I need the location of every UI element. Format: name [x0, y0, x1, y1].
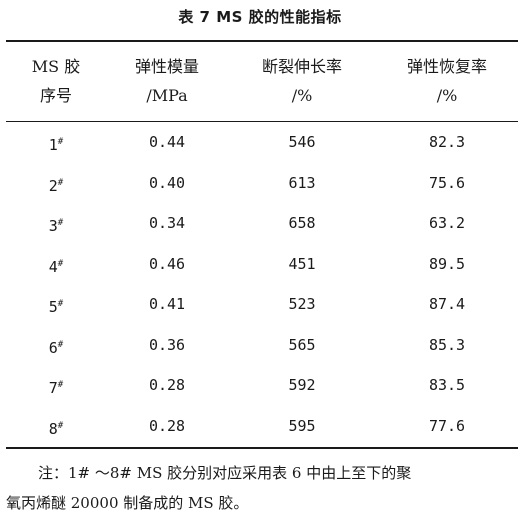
ms-id-mark: #: [57, 177, 64, 188]
header-ms-id: MS 胶 序号: [6, 52, 106, 110]
table-row: 6# 0.36 565 85.3: [6, 325, 518, 365]
cell-modulus: 0.28: [148, 376, 186, 394]
table-caption: 表 7 MS 胶的性能指标: [178, 8, 342, 26]
cell-elongation: 565: [288, 335, 316, 354]
table-row: 3# 0.34 658 63.2: [6, 203, 518, 243]
cell-ms-id: 7#: [6, 365, 106, 408]
cell-elongation: 658: [288, 214, 316, 232]
cell-recovery: 85.3: [428, 335, 466, 354]
table-row: 4# 0.46 451 89.5: [6, 244, 518, 284]
ms-id-mark: #: [57, 420, 64, 431]
header-elongation: 断裂伸长率 /%: [228, 52, 376, 110]
ms-id-mark: #: [57, 380, 64, 390]
cell-recovery: 63.2: [428, 214, 466, 232]
cell-elongation: 451: [288, 254, 316, 273]
ms-id-number: 4: [48, 257, 58, 276]
header-modulus-line2: /MPa: [146, 86, 188, 105]
cell-ms-id: 8#: [6, 406, 106, 449]
bottom-rule: [6, 447, 518, 449]
ms-id-number: 1: [48, 136, 58, 154]
ms-id-mark: #: [57, 299, 64, 309]
cell-recovery: 89.5: [428, 254, 466, 273]
cell-recovery: 77.6: [428, 416, 466, 435]
cell-ms-id: 6#: [6, 325, 106, 368]
table-row: 1# 0.44 546 82.3: [6, 122, 518, 162]
header-ms-id-line2: 序号: [39, 86, 72, 105]
cell-modulus: 0.28: [148, 416, 186, 435]
ms-id-number: 2: [48, 176, 58, 195]
cell-recovery: 83.5: [428, 376, 466, 394]
cell-recovery: 82.3: [428, 133, 466, 151]
cell-modulus: 0.46: [148, 254, 186, 273]
note-line-1: 注：1# ～8# MS 胶分别对应采用表 6 中由上至下的聚: [38, 464, 412, 482]
table-row: 8# 0.28 595 77.6: [6, 406, 518, 446]
note-line-2: 氧丙烯醚 20000 制备成的 MS 胶。: [6, 494, 249, 512]
ms-id-mark: #: [57, 218, 64, 228]
table-note: 注：1# ～8# MS 胶分别对应采用表 6 中由上至下的聚 氧丙烯醚 2000…: [6, 458, 518, 518]
cell-modulus: 0.41: [148, 295, 186, 313]
cell-modulus: 0.40: [148, 173, 186, 192]
cell-elongation: 546: [288, 133, 316, 151]
ms-id-mark: #: [57, 258, 64, 269]
cell-ms-id: 2#: [6, 163, 106, 206]
ms-id-number: 6: [48, 338, 58, 357]
table-row: 5# 0.41 523 87.4: [6, 284, 518, 324]
table-row: 2# 0.40 613 75.6: [6, 163, 518, 203]
ms-id-mark: #: [57, 137, 64, 147]
header-elongation-line2: /%: [291, 86, 313, 105]
header-recovery-line1: 弹性恢复率: [406, 57, 487, 76]
cell-elongation: 592: [288, 376, 316, 394]
header-recovery-line2: /%: [436, 86, 458, 105]
header-elongation-line1: 断裂伸长率: [261, 57, 342, 76]
cell-modulus: 0.44: [148, 133, 186, 151]
table-row: 7# 0.28 592 83.5: [6, 365, 518, 405]
cell-recovery: 75.6: [428, 173, 466, 192]
top-rule: [6, 40, 518, 42]
header-modulus: 弹性模量 /MPa: [106, 52, 228, 110]
header-rule: [6, 121, 518, 122]
header-modulus-line1: 弹性模量: [134, 57, 199, 76]
cell-recovery: 87.4: [428, 295, 466, 313]
cell-modulus: 0.36: [148, 335, 186, 354]
cell-ms-id: 1#: [6, 122, 106, 165]
cell-modulus: 0.34: [148, 214, 186, 232]
cell-ms-id: 3#: [6, 203, 106, 246]
cell-elongation: 613: [288, 173, 316, 192]
cell-elongation: 523: [288, 295, 316, 313]
ms-id-number: 7: [48, 379, 58, 397]
ms-id-number: 3: [48, 217, 58, 235]
cell-ms-id: 4#: [6, 244, 106, 287]
header-recovery: 弹性恢复率 /%: [376, 52, 518, 110]
ms-id-mark: #: [57, 339, 64, 350]
ms-id-number: 5: [48, 298, 58, 316]
cell-elongation: 595: [288, 416, 316, 435]
ms-id-number: 8: [48, 419, 58, 438]
cell-ms-id: 5#: [6, 284, 106, 327]
header-ms-id-line1: MS 胶: [31, 57, 81, 76]
